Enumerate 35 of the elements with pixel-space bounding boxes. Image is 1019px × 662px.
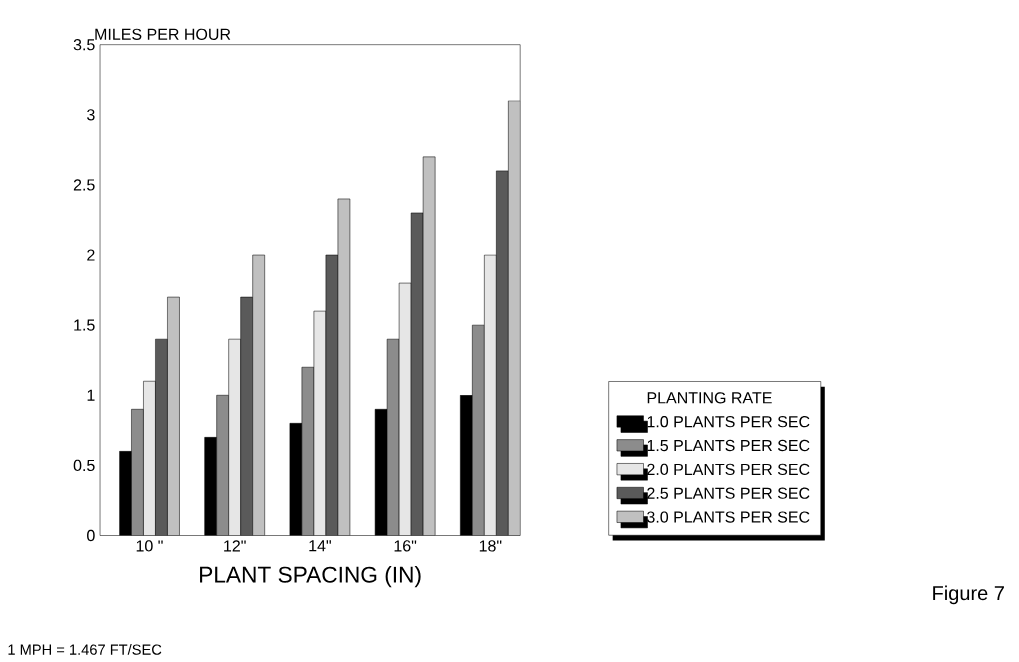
x-tick-label: 12": [224, 540, 246, 552]
bar: [484, 254, 497, 536]
y-axis-title: MILES PER HOUR: [95, 28, 231, 40]
bar: [508, 100, 521, 536]
y-tick-label: 2: [87, 249, 95, 261]
y-tick-label: 0.5: [73, 459, 95, 471]
y-tick-label: 3.5: [73, 38, 95, 51]
caption: Figure 7: [933, 585, 1004, 605]
legend-label: 1.0 PLANTS PER SEC: [647, 415, 810, 428]
bar: [252, 254, 265, 536]
bar: [240, 296, 253, 536]
y-tick-label: 2.5: [73, 179, 95, 191]
bar: [472, 324, 485, 536]
legend-label: 2.0 PLANTS PER SEC: [647, 463, 810, 475]
y-tick-label: 1: [87, 389, 95, 401]
bar: [216, 394, 229, 536]
text: 1 MPH = 1.467 FT/SEC: [8, 643, 162, 655]
legend-label: 3.0 PLANTS PER SEC: [647, 511, 810, 523]
bar: [143, 380, 156, 536]
legend-label: 1.5 PLANTS PER SEC: [647, 439, 810, 452]
x-tick-label: 18": [479, 540, 502, 552]
x-tick-label: 14": [309, 540, 331, 552]
x-axis-title: PLANT SPACING (IN): [200, 565, 421, 588]
bar: [167, 296, 180, 536]
bar: [131, 408, 144, 536]
y-tick-label: 3: [87, 109, 95, 121]
x-tick-label: 16": [394, 540, 417, 552]
bar: [228, 338, 241, 536]
x-tick-label: 10 ": [136, 540, 163, 552]
bar: [496, 170, 509, 536]
bar: [155, 338, 168, 536]
y-tick-label: 0: [87, 529, 95, 542]
legend-title: PLANTING RATE: [647, 392, 772, 404]
legend-label: 2.5 PLANTS PER SEC: [647, 487, 810, 499]
y-tick-label: 1.5: [74, 319, 95, 331]
